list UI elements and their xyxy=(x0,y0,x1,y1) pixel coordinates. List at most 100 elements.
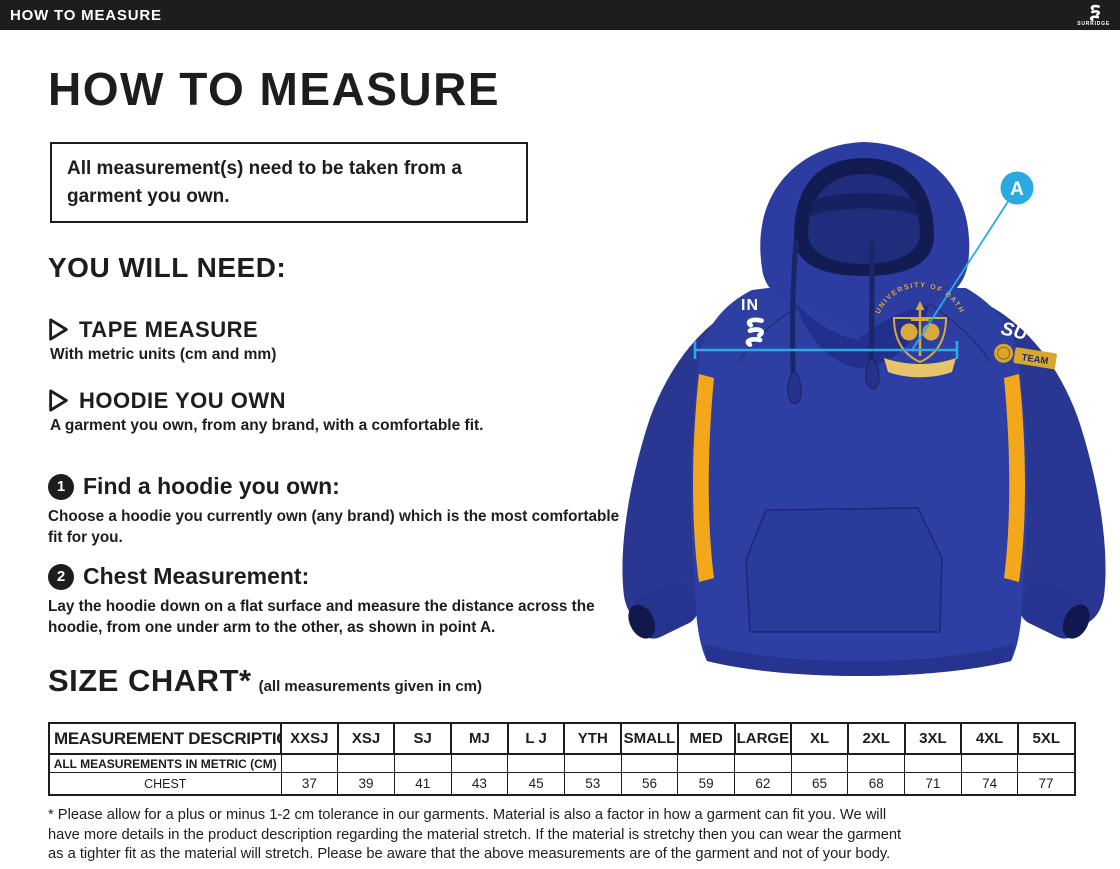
table-unit-row: ALL MEASUREMENTS IN METRIC (CM) xyxy=(48,753,1076,773)
empty-cell xyxy=(563,753,622,773)
empty-cell xyxy=(450,753,509,773)
column-header: YTH xyxy=(563,722,623,755)
column-header: XL xyxy=(790,722,849,755)
step-2: 2 Chest Measurement: Lay the hoodie down… xyxy=(48,563,623,638)
notice-box: All measurement(s) need to be taken from… xyxy=(50,142,528,224)
column-header: XXSJ xyxy=(280,722,339,755)
size-chart-title: SIZE CHART* xyxy=(48,663,252,698)
cell-value: 37 xyxy=(280,772,339,796)
size-chart-table: MEASUREMENT DESCRIPTION XXSJ XSJ SJ MJ L… xyxy=(48,722,1076,796)
need-item-label: TAPE MEASURE xyxy=(79,316,259,342)
left-cuff xyxy=(628,581,699,639)
cell-value: 59 xyxy=(677,772,735,796)
you-will-need-heading: YOU WILL NEED: xyxy=(48,252,287,283)
cell-value: 43 xyxy=(450,772,509,796)
page-title: HOW TO MEASURE xyxy=(48,63,501,115)
chest-brand-logo: IN xyxy=(741,297,765,347)
step-description: Lay the hoodie down on a flat surface an… xyxy=(48,598,595,637)
hem-band xyxy=(704,644,1014,676)
neck-shadow xyxy=(796,304,930,368)
triangle-bullet-icon xyxy=(49,389,68,412)
footnote: * Please allow for a plus or minus 1-2 c… xyxy=(48,807,902,863)
empty-cell xyxy=(280,753,339,773)
empty-cell xyxy=(393,753,452,773)
cell-value: 41 xyxy=(393,772,452,796)
pointer-line xyxy=(911,199,1010,351)
right-cuff xyxy=(1019,581,1090,639)
step-number-badge: 2 xyxy=(48,563,74,590)
surridge-s-icon xyxy=(745,317,765,347)
column-header: 2XL xyxy=(846,722,906,755)
column-header: L J xyxy=(506,722,566,755)
surridge-logo: SURRIDGE xyxy=(1077,4,1110,27)
table-row-chest: CHEST 37 39 41 43 45 53 56 59 62 65 68 7… xyxy=(48,772,1076,796)
team-badge-text: TEAM xyxy=(1021,352,1049,367)
surridge-s-icon xyxy=(1089,4,1100,21)
empty-cell xyxy=(337,753,395,773)
row-label: CHEST xyxy=(48,772,282,796)
step-title: Find a hoodie you own: xyxy=(83,473,340,499)
column-header: 3XL xyxy=(903,722,963,755)
cell-value: 77 xyxy=(1017,772,1076,796)
step-1: 1 Find a hoodie you own: Choose a hoodie… xyxy=(48,473,623,548)
hoodie-sleeves xyxy=(622,296,1106,639)
topbar: HOW TO MEASURE SURRIDGE xyxy=(0,0,1120,30)
size-chart-subtitle: (all measurements given in cm) xyxy=(258,678,482,695)
unit-label: ALL MEASUREMENTS IN METRIC (CM) xyxy=(48,753,282,773)
empty-cell xyxy=(960,753,1019,773)
empty-cell xyxy=(904,753,962,773)
measurement-overlay: A xyxy=(693,171,1034,359)
empty-cell xyxy=(677,753,735,773)
column-header: MJ xyxy=(450,722,509,755)
need-item-description: A garment you own, from any brand, with … xyxy=(50,417,484,434)
hoodie-diagram: IN UNIVERSITY OF BATH xyxy=(600,118,1120,678)
need-item-tape-measure: TAPE MEASURE With metric units (cm and m… xyxy=(48,316,276,364)
hoodie-body xyxy=(690,288,1028,676)
empty-cell xyxy=(847,753,906,773)
step-description: Choose a hoodie you currently own (any b… xyxy=(48,508,620,547)
sleeve-logos: SU TEAM xyxy=(994,318,1057,370)
team-badge: TEAM xyxy=(994,343,1057,370)
drawstrings xyxy=(787,239,880,405)
column-header: 5XL xyxy=(1016,722,1076,755)
table-header-row: MEASUREMENT DESCRIPTION XXSJ XSJ SJ MJ L… xyxy=(48,722,1076,755)
column-header: MED xyxy=(676,722,736,755)
triangle-bullet-icon xyxy=(49,318,68,341)
cell-value: 56 xyxy=(620,772,679,796)
empty-cell xyxy=(620,753,679,773)
kangaroo-pocket xyxy=(745,507,943,633)
column-header: LARGE xyxy=(733,722,793,755)
brand-name: SURRIDGE xyxy=(1077,20,1110,27)
chest-logo-text: IN xyxy=(741,297,759,314)
point-a-label: A xyxy=(1010,179,1024,200)
empty-cell xyxy=(1017,753,1076,773)
step-title: Chest Measurement: xyxy=(83,563,310,589)
step-number-badge: 1 xyxy=(48,473,74,500)
cell-value: 53 xyxy=(563,772,622,796)
column-header: XSJ xyxy=(336,722,396,755)
column-header: SJ xyxy=(393,722,453,755)
size-chart-heading: SIZE CHART* (all measurements given in c… xyxy=(48,663,482,699)
cell-value: 68 xyxy=(847,772,906,796)
column-header: MEASUREMENT DESCRIPTION xyxy=(48,722,282,755)
need-item-hoodie: HOODIE YOU OWN A garment you own, from a… xyxy=(48,387,483,435)
topbar-title: HOW TO MEASURE xyxy=(10,6,162,24)
need-item-label: HOODIE YOU OWN xyxy=(79,387,287,413)
cell-value: 45 xyxy=(507,772,565,796)
cell-value: 74 xyxy=(960,772,1019,796)
cell-value: 65 xyxy=(790,772,849,796)
hood xyxy=(760,142,970,338)
hoodie-illustration: IN UNIVERSITY OF BATH xyxy=(622,142,1106,676)
point-a-marker xyxy=(1000,171,1034,205)
side-panels xyxy=(693,374,1025,582)
cell-value: 39 xyxy=(337,772,395,796)
empty-cell xyxy=(734,753,792,773)
column-header: 4XL xyxy=(960,722,1019,755)
cell-value: 62 xyxy=(734,772,792,796)
column-header: SMALL xyxy=(620,722,679,755)
empty-cell xyxy=(790,753,849,773)
empty-cell xyxy=(507,753,565,773)
cell-value: 71 xyxy=(904,772,962,796)
need-item-description: With metric units (cm and mm) xyxy=(50,346,277,363)
